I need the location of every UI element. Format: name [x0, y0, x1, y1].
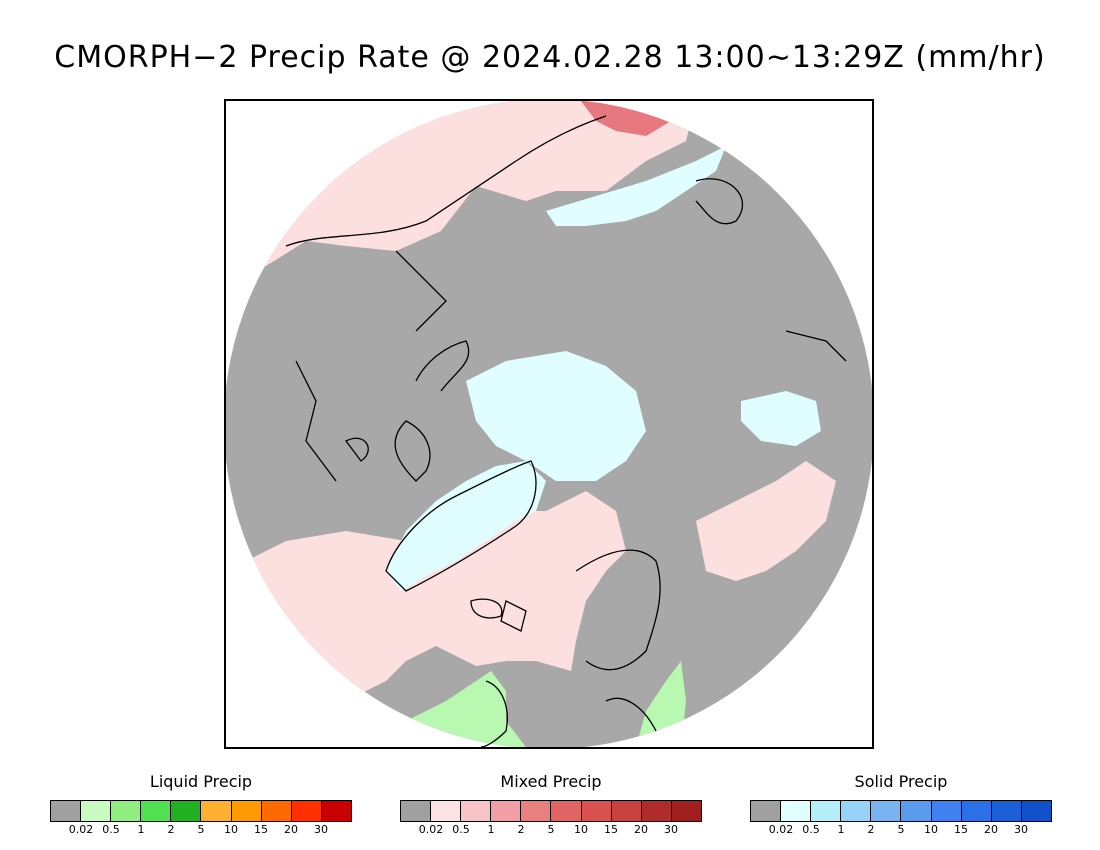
legend-swatch	[81, 801, 112, 821]
color-bar	[400, 800, 702, 822]
legend-swatch	[811, 801, 842, 821]
tick-label: 0.5	[452, 823, 470, 836]
legend-swatch	[51, 801, 82, 821]
map-title: CMORPH−2 Precip Rate @ 2024.02.28 13:00∼…	[54, 40, 1046, 75]
color-bar	[50, 800, 352, 822]
legend-swatch	[1021, 801, 1051, 821]
legend-swatch	[781, 801, 812, 821]
tick-label: 0.02	[768, 823, 794, 836]
legend-swatch	[111, 801, 142, 821]
tick-label: 15	[254, 823, 268, 836]
tick-label: 15	[604, 823, 618, 836]
legend-title: Liquid Precip	[149, 772, 253, 791]
legend-swatch	[291, 801, 322, 821]
legend-swatch	[201, 801, 232, 821]
tick-label: 20	[284, 823, 298, 836]
legend-swatch	[991, 801, 1022, 821]
color-bar	[750, 800, 1052, 822]
tick-label: 0.02	[68, 823, 94, 836]
tick-label: 10	[224, 823, 238, 836]
legend-title: Solid Precip	[854, 772, 948, 791]
tick-label: 30	[664, 823, 678, 836]
tick-label: 2	[167, 823, 175, 836]
legend-mixed-precip: Mixed Precip 0.02 0.5 1 2 5 10 15 20 30	[400, 772, 702, 837]
legend-swatch	[871, 801, 902, 821]
tick-label: 5	[197, 823, 205, 836]
legend-swatch	[671, 801, 701, 821]
tick-label: 0.5	[802, 823, 820, 836]
solid-precip-siberia	[741, 391, 821, 446]
solid-precip-arctic	[466, 351, 646, 481]
legend-title: Mixed Precip	[500, 772, 602, 791]
tick-label: 0.5	[102, 823, 120, 836]
tick-label: 1	[837, 823, 845, 836]
legend-swatch	[261, 801, 292, 821]
polar-map	[224, 99, 874, 749]
tick-label: 1	[137, 823, 145, 836]
tick-label: 5	[547, 823, 555, 836]
legend-swatch	[841, 801, 872, 821]
tick-label: 10	[574, 823, 588, 836]
tick-label: 30	[1014, 823, 1028, 836]
tick-label: 2	[517, 823, 525, 836]
legend-swatch	[231, 801, 262, 821]
legend-swatch	[321, 801, 351, 821]
legend-swatch	[581, 801, 612, 821]
legend-swatch	[931, 801, 962, 821]
legend-swatch	[521, 801, 552, 821]
legend-swatch	[641, 801, 672, 821]
tick-label: 0.02	[418, 823, 444, 836]
legend-swatch	[751, 801, 782, 821]
tick-labels: 0.02 0.5 1 2 5 10 15 20 30	[750, 823, 1052, 837]
tick-label: 10	[924, 823, 938, 836]
solid-precip-greenland	[386, 461, 546, 591]
tick-labels: 0.02 0.5 1 2 5 10 15 20 30	[400, 823, 702, 837]
tick-label: 20	[634, 823, 648, 836]
legend-swatch	[461, 801, 492, 821]
tick-label: 30	[314, 823, 328, 836]
tick-label: 1	[487, 823, 495, 836]
legend-swatch	[961, 801, 992, 821]
legend-swatch	[401, 801, 432, 821]
coastlines	[285, 115, 847, 747]
legend-swatch	[901, 801, 932, 821]
legend-swatch	[491, 801, 522, 821]
precip-map-svg	[226, 101, 872, 747]
tick-label: 20	[984, 823, 998, 836]
legend-solid-precip: Solid Precip 0.02 0.5 1 2 5 10 15 20 30	[750, 772, 1052, 837]
legend-liquid-precip: Liquid Precip 0.02 0.5 1 2 5 10 15 20 30	[50, 772, 352, 837]
mixed-precip-europe	[696, 461, 836, 581]
legend-swatch	[431, 801, 462, 821]
legend-swatch	[611, 801, 642, 821]
tick-label: 5	[897, 823, 905, 836]
legend-swatch	[141, 801, 172, 821]
tick-labels: 0.02 0.5 1 2 5 10 15 20 30	[50, 823, 352, 837]
solid-precip-bering	[546, 146, 726, 226]
tick-label: 15	[954, 823, 968, 836]
legend-swatch	[171, 801, 202, 821]
legend-swatch	[551, 801, 582, 821]
tick-label: 2	[867, 823, 875, 836]
